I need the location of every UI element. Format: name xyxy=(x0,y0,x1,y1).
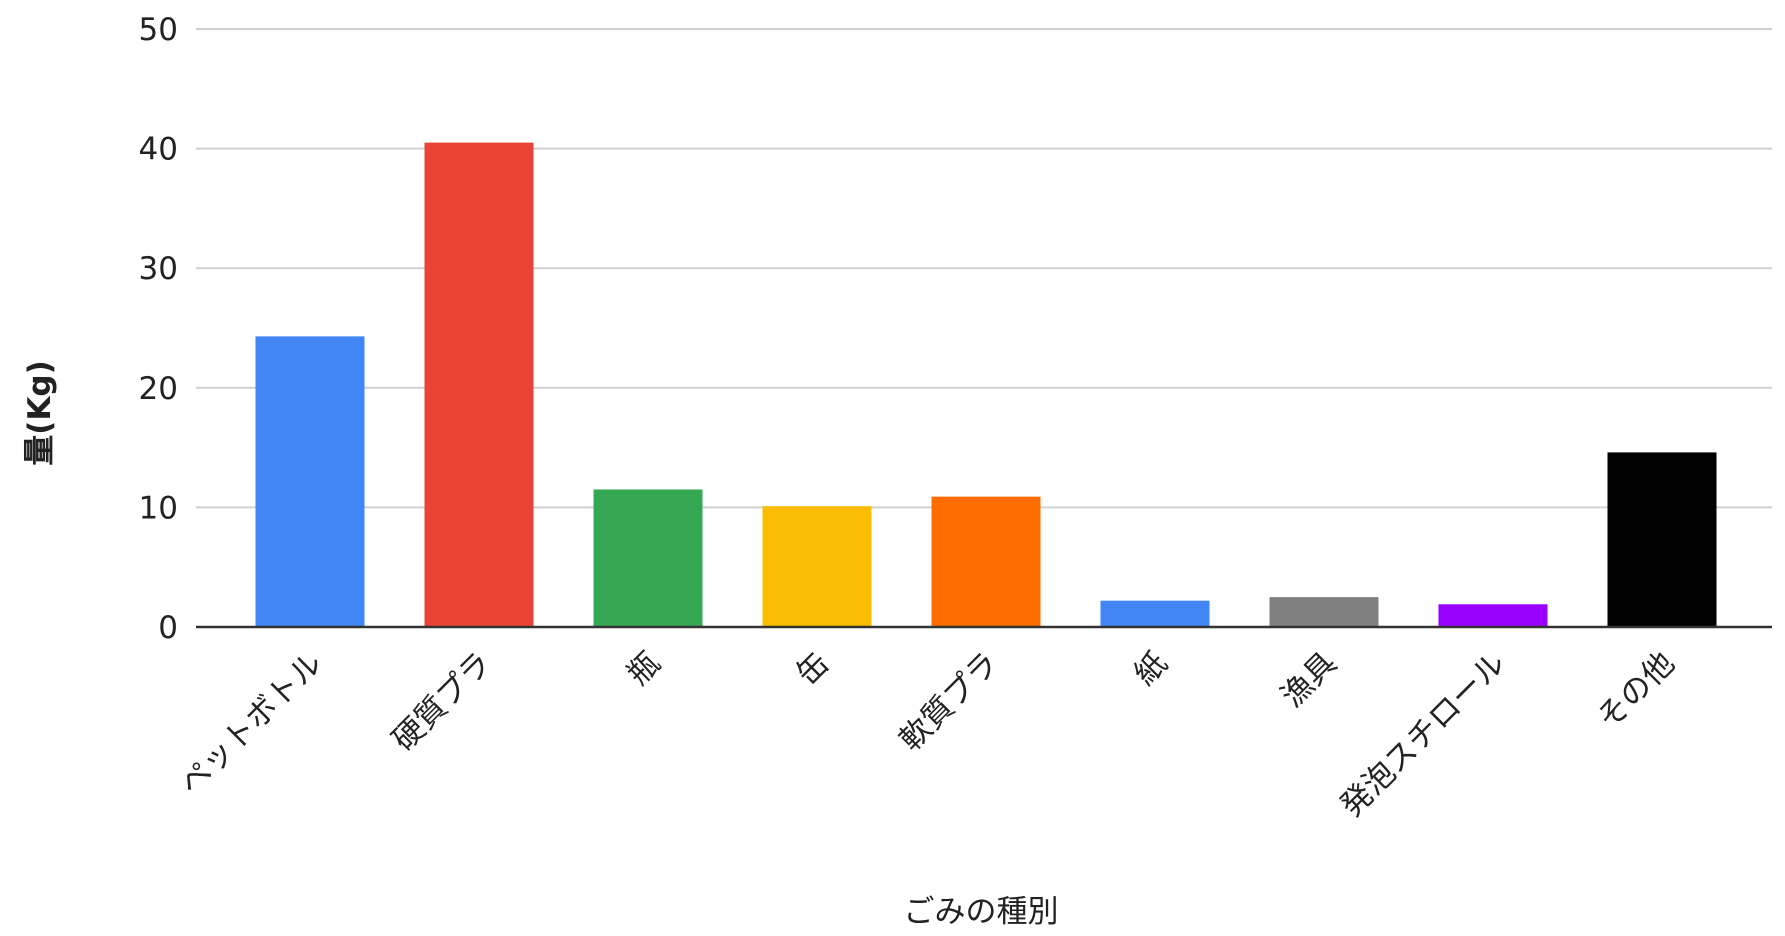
y-tick-label: 20 xyxy=(139,371,178,407)
y-axis-ticks: 0 10 20 30 40 50 xyxy=(139,12,178,646)
bar-4 xyxy=(762,506,872,627)
bar-8 xyxy=(1438,604,1548,627)
bar-7 xyxy=(1269,597,1379,627)
y-tick-label: 50 xyxy=(139,12,178,48)
bar-9 xyxy=(1607,452,1717,627)
y-tick-label: 40 xyxy=(139,132,178,168)
x-tick-label: ペットボトル xyxy=(173,645,330,802)
y-tick-label: 10 xyxy=(139,490,178,526)
bar-5 xyxy=(931,496,1041,627)
bar-6 xyxy=(1100,600,1210,627)
x-tick-label: 紙 xyxy=(1127,645,1174,692)
x-tick-label: 漁具 xyxy=(1274,645,1343,714)
bar-3 xyxy=(593,489,703,627)
x-tick-label: 瓶 xyxy=(620,645,667,692)
bar-2 xyxy=(424,142,534,627)
x-tick-label: その他 xyxy=(1590,645,1681,736)
bar-1 xyxy=(255,336,365,627)
y-tick-label: 0 xyxy=(158,610,178,646)
x-tick-label: 発泡スチロール xyxy=(1334,645,1513,824)
y-tick-label: 30 xyxy=(139,251,178,287)
y-axis-title: 量(Kg) xyxy=(22,360,58,466)
x-tick-label: 硬質プラ xyxy=(386,645,499,758)
bars xyxy=(255,142,1717,627)
x-tick-label: 軟質プラ xyxy=(893,645,1006,758)
x-axis-title: ごみの種別 xyxy=(904,894,1059,930)
x-tick-label: 缶 xyxy=(789,645,836,692)
